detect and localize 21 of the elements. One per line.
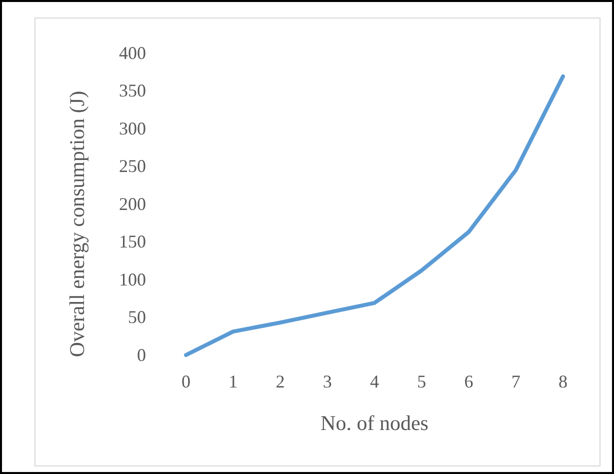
y-tick-label: 350: [119, 80, 146, 101]
y-tick-label: 400: [119, 42, 146, 63]
x-tick-label: 5: [417, 372, 426, 392]
line-series: [184, 74, 565, 357]
x-tick-label: 7: [511, 372, 520, 392]
x-tick-label: 6: [464, 372, 474, 392]
x-tick-label: 4: [370, 372, 379, 392]
y-tick-label: 100: [119, 269, 146, 290]
y-tick-label: 50: [128, 307, 146, 328]
x-tick-label: 0: [182, 372, 190, 392]
x-axis-title: No. of nodes: [320, 411, 428, 435]
x-tick-label: 1: [228, 372, 238, 392]
y-tick-label: 200: [119, 194, 146, 214]
y-tick-label: 250: [119, 156, 146, 176]
y-tick-label: 150: [119, 232, 146, 252]
y-tick-label: 0: [137, 344, 146, 365]
y-tick-label: 300: [119, 118, 146, 138]
x-tick-label: 2: [276, 372, 285, 392]
x-tick-label: 3: [322, 372, 332, 392]
y-axis-title: Overall energy consumption (J): [65, 90, 89, 358]
x-tick-label: 8: [558, 372, 568, 392]
